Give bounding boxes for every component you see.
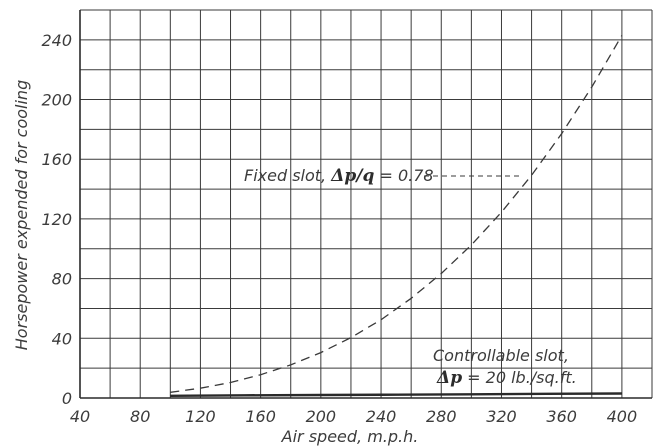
fixed-slot-annotation: Fixed slot, Δp/q = 0.78: [244, 166, 434, 186]
curves: [170, 35, 623, 397]
grid: [79, 9, 653, 399]
x-tick-label: 80: [130, 407, 150, 426]
x-tick-label: 280: [426, 407, 457, 426]
x-tick-label: 120: [185, 407, 216, 426]
x-tick-label: 360: [546, 407, 577, 426]
axes: [79, 10, 652, 399]
x-tick-label: 240: [366, 407, 397, 426]
y-tick-label: 80: [52, 270, 72, 289]
x-tick-label: 400: [607, 407, 638, 426]
x-tick-label: 320: [486, 407, 517, 426]
controllable-slot-line1: Controllable slot,: [433, 346, 569, 365]
x-tick-label: 40: [70, 407, 90, 426]
y-tick-label: 160: [41, 150, 72, 169]
controllable-slot-curve: [170, 392, 622, 397]
fixed-slot-formula: Δp/q: [330, 166, 374, 186]
fixed-slot-curve: [170, 35, 623, 393]
y-tick-label: 200: [41, 91, 72, 110]
x-tick-label: 200: [306, 407, 337, 426]
fixed-slot-prefix: Fixed slot,: [244, 166, 331, 185]
controllable-slot-value: = 20 lb./sq.ft.: [462, 368, 577, 387]
fixed-slot-value: = 0.78: [374, 166, 433, 185]
x-tick-label: 160: [245, 407, 276, 426]
controllable-slot-line2: Δp = 20 lb./sq.ft.: [436, 368, 577, 388]
y-tick-label: 120: [41, 210, 72, 229]
y-axis-title: Horsepower expended for cooling: [12, 80, 31, 350]
y-tick-label: 0: [62, 389, 72, 408]
x-tick-labels: 40 80 120 160 200 240 280 320 360 400: [70, 407, 637, 426]
x-axis-title: Air speed, m.p.h.: [281, 427, 419, 446]
controllable-slot-formula: Δp: [436, 368, 462, 388]
y-tick-label: 40: [52, 329, 72, 348]
y-tick-label: 240: [41, 31, 72, 50]
y-tick-labels: 0 40 80 120 160 200 240: [41, 31, 72, 408]
